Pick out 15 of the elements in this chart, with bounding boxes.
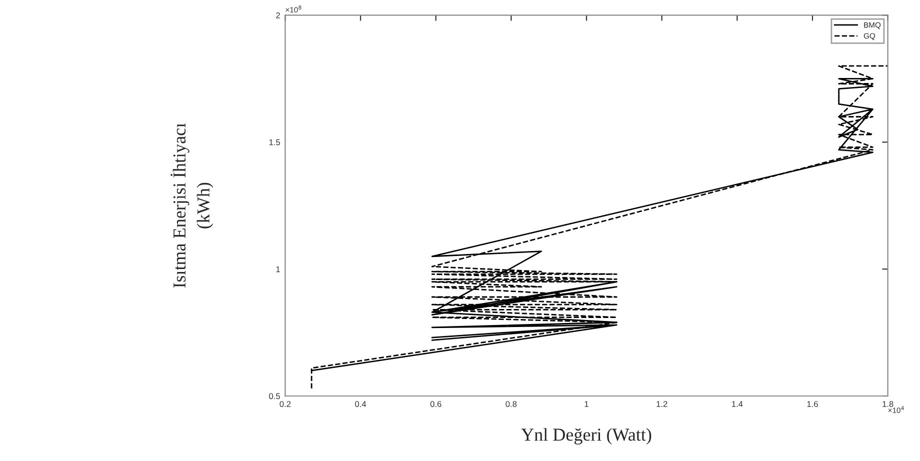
x-tick-label: 0.2 xyxy=(280,401,291,407)
y-tick-label: 1 xyxy=(276,266,280,272)
x-tick-label: 0.4 xyxy=(355,401,366,407)
y-tick-label: 1.5 xyxy=(269,139,280,146)
x-tick-label: 1 xyxy=(584,401,588,407)
x-tick-label: 1.6 xyxy=(807,401,818,407)
y-tick-label: 0.5 xyxy=(269,393,280,400)
y-axis-title: Isıtma Enerjisi İhtiyacı (kWh) xyxy=(170,123,214,288)
x-tick-label: 1.2 xyxy=(656,401,668,407)
x-tick-label: 0.6 xyxy=(430,401,442,407)
x-tick-label: 1.8 xyxy=(882,401,894,407)
x-axis-title: Ynl Değeri (Watt) xyxy=(521,428,652,444)
y-tick-label: 2 xyxy=(276,12,280,18)
x-tick-label: 0.8 xyxy=(506,401,517,407)
x-tick-label: 1.4 xyxy=(732,401,743,407)
